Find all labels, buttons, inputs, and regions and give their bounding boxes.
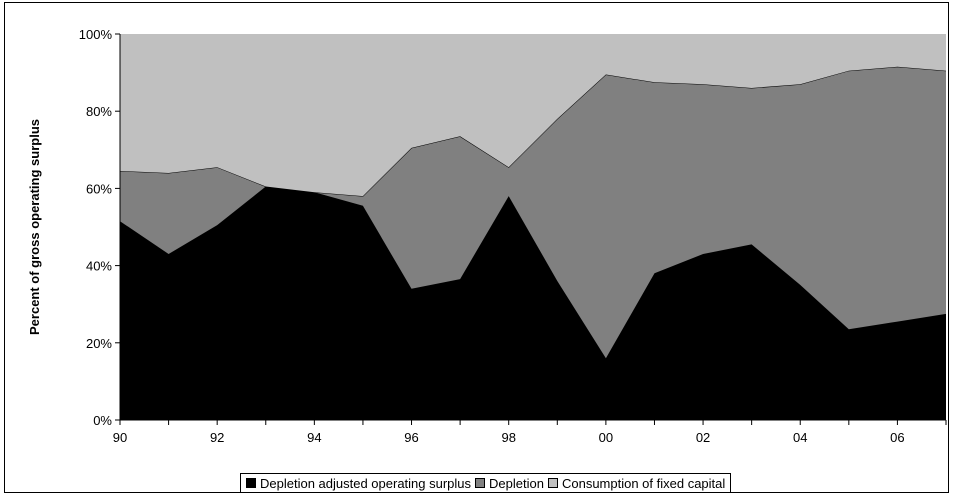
legend-swatch-consumption-fixed-capital bbox=[547, 478, 558, 488]
legend-item-depletion: Depletion bbox=[475, 476, 544, 491]
legend-label-consumption-fixed-capital: Consumption of fixed capital bbox=[561, 475, 726, 491]
x-tick-label: 98 bbox=[501, 430, 515, 445]
legend-item-consumption-fixed-capital: Consumption of fixed capital bbox=[547, 475, 726, 491]
x-tick-label: 00 bbox=[599, 430, 613, 445]
chart-frame: 0% 20% 40% 60% 80% 100% 90 92 94 96 98 00 02 04 06 Perc… bbox=[4, 2, 949, 493]
area-depletion-adjusted bbox=[120, 186, 946, 420]
area-consumption-fixed-capital bbox=[120, 34, 946, 197]
area-depletion bbox=[120, 66, 946, 359]
legend-label-depletion: Depletion bbox=[489, 475, 544, 491]
y-tick-label: 60% bbox=[86, 181, 112, 196]
chart-plot: 0% 20% 40% 60% 80% 100% 90 92 94 96 98 00 02 04 06 Perc… bbox=[27, 27, 947, 445]
legend-label-depletion-adjusted: Depletion adjusted operating surplus bbox=[260, 475, 472, 491]
legend-swatch-depletion-adjusted bbox=[246, 478, 256, 488]
x-tick-label: 92 bbox=[210, 430, 224, 445]
y-tick-label: 40% bbox=[86, 259, 112, 274]
x-tick-label: 04 bbox=[793, 430, 807, 445]
y-tick-label: 0% bbox=[93, 413, 112, 428]
x-tick-label: 96 bbox=[404, 430, 418, 445]
x-tick-label: 94 bbox=[307, 430, 321, 445]
legend-item-depletion-adjusted: Depletion adjusted operating surplus bbox=[246, 476, 471, 491]
y-axis-title: Percent of gross operating surplus bbox=[27, 119, 42, 335]
legend-swatch-depletion bbox=[475, 478, 486, 488]
y-tick-label: 20% bbox=[86, 336, 112, 351]
legend: Depletion adjusted operating surplus Dep… bbox=[240, 473, 732, 492]
x-tick-label: 90 bbox=[113, 430, 127, 445]
x-tick-label: 06 bbox=[890, 430, 904, 445]
x-tick-label: 02 bbox=[696, 430, 710, 445]
y-tick-label: 100% bbox=[79, 27, 113, 42]
y-tick-label: 80% bbox=[86, 104, 112, 119]
